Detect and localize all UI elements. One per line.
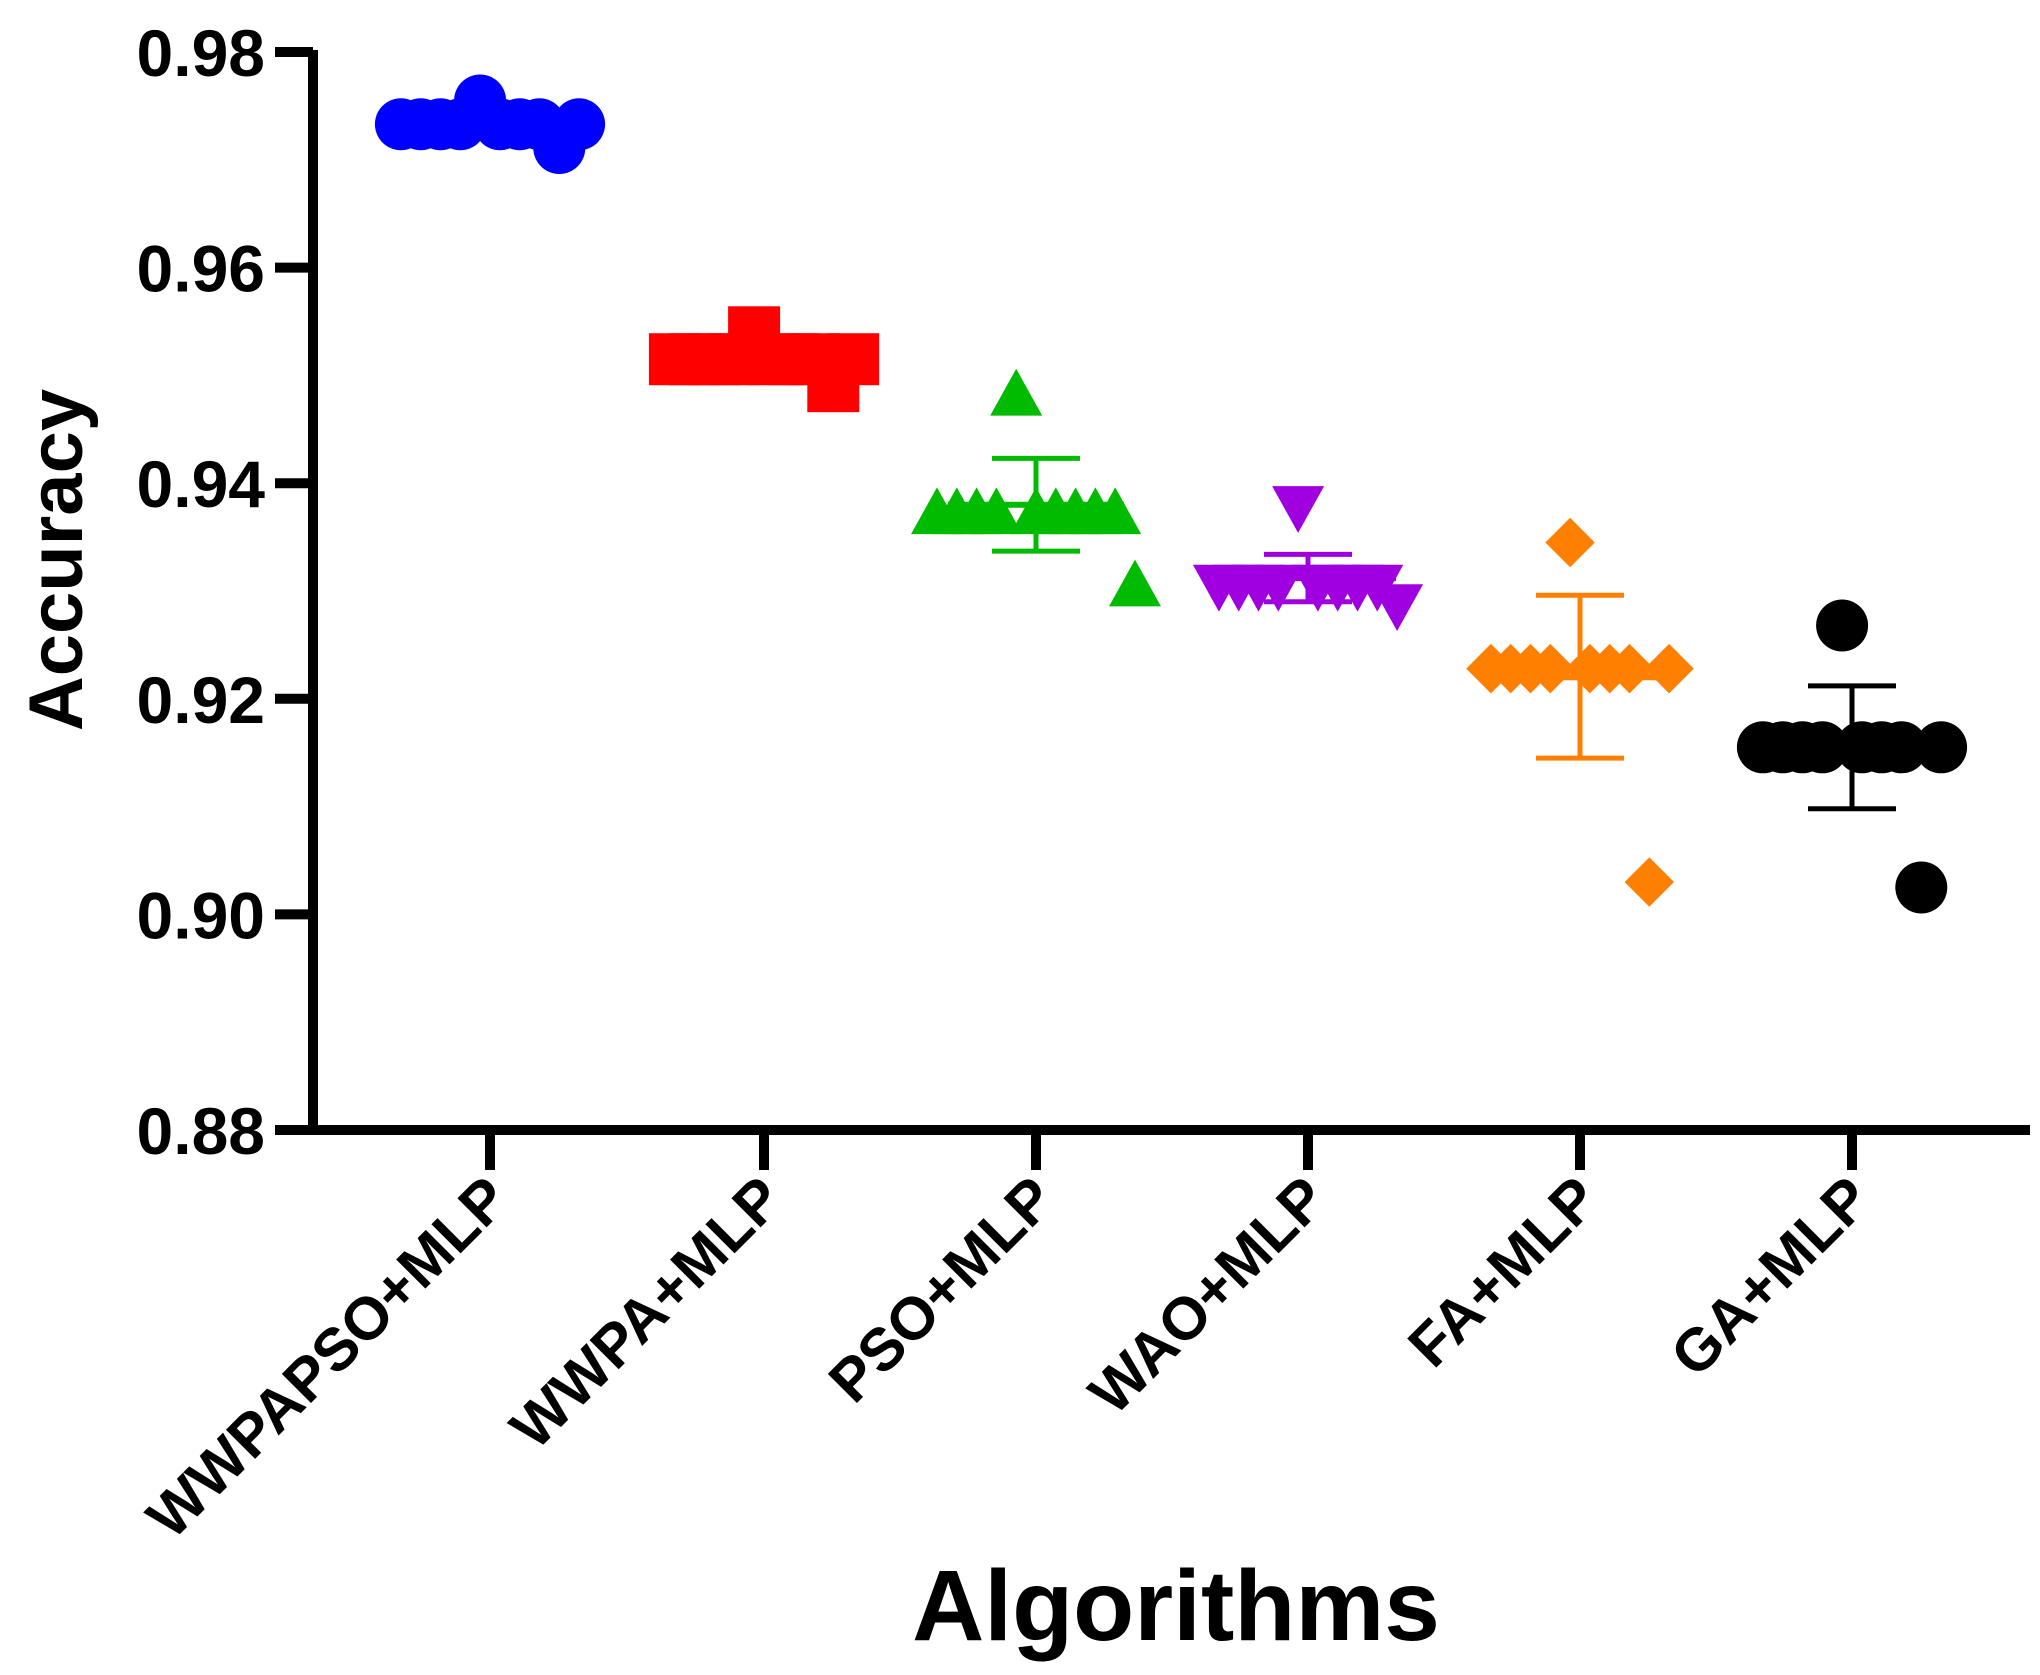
y-tick-label: 0.96 [137, 232, 265, 306]
data-point [1604, 643, 1655, 694]
series-ga-mlp [1736, 599, 1968, 914]
data-point [1089, 487, 1142, 535]
data-point [1816, 599, 1869, 652]
y-tick-label: 0.88 [137, 1094, 265, 1168]
y-axis-label: Accuracy [14, 389, 99, 731]
data-point [1895, 861, 1948, 914]
series-wwpa-mlp [648, 306, 880, 413]
series-wao-mlp [1192, 486, 1424, 632]
data-point [1272, 486, 1325, 533]
data-point [1525, 643, 1575, 694]
data-point [1109, 559, 1161, 607]
data-point [1644, 643, 1694, 694]
x-tick-label: FA+MLP [1395, 1164, 1611, 1380]
data-point [553, 98, 606, 151]
series-pso-mlp [911, 368, 1161, 607]
data-marks [374, 74, 1968, 914]
axis-labels: Accuracy Algorithms [14, 389, 1440, 1662]
y-tick-label: 0.94 [137, 447, 266, 521]
series-fa-mlp [1466, 517, 1694, 907]
x-tick-label: WWPA+MLP [498, 1164, 796, 1462]
x-tick-label: PSO+MLP [816, 1164, 1067, 1415]
axes: 0.88 0.90 0.92 0.94 0.96 0.98 WWPAPSO+MLPWWPA+… [134, 16, 2030, 1551]
data-point [1371, 584, 1424, 632]
x-tick-label: WAO+MLP [1076, 1164, 1339, 1427]
data-point [1545, 517, 1595, 568]
x-tick-label: WWPAPSO+MLP [134, 1164, 521, 1551]
y-tick-label: 0.98 [137, 16, 265, 90]
x-tick-label: GA+MLP [1658, 1164, 1883, 1389]
data-point [990, 368, 1043, 416]
series-wwpapso-mlp [374, 74, 606, 174]
data-point [1915, 721, 1968, 774]
data-point [1624, 857, 1674, 907]
y-tick-label: 0.92 [137, 663, 265, 737]
x-axis-label: Algorithms [912, 1550, 1440, 1662]
data-point [970, 487, 1023, 535]
y-tick-label: 0.90 [137, 878, 265, 952]
